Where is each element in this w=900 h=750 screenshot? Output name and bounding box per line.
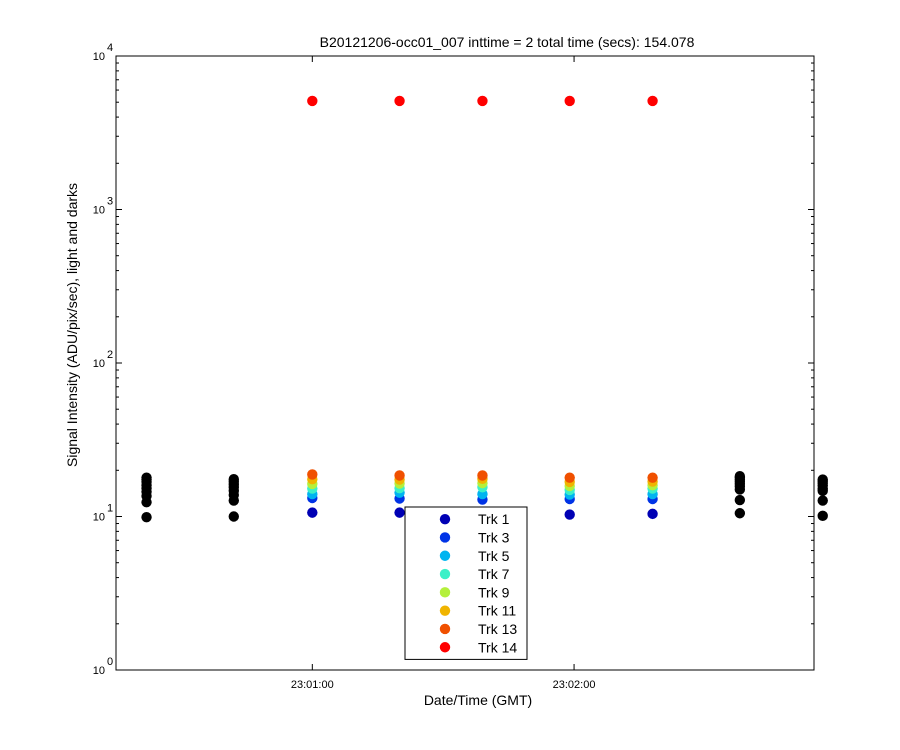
series-point (307, 469, 318, 480)
y-tick-label: 10 (93, 205, 105, 217)
series-point (647, 472, 658, 483)
y-tick-exponent: 2 (107, 349, 113, 361)
legend-marker (439, 623, 451, 635)
dark-point (817, 474, 828, 485)
legend: Trk 1 Trk 3 Trk 5 Trk 7 Trk 9 Trk 11 Trk 13 Trk… (404, 506, 528, 660)
x-tick-label: 23:01:00 (291, 679, 334, 691)
x-axis-label: Date/Time (GMT) (424, 692, 532, 708)
series-point (564, 509, 575, 520)
legend-marker (439, 532, 451, 543)
series-point (394, 470, 405, 481)
y-tick-exponent: 0 (107, 656, 113, 668)
series-point (477, 95, 488, 107)
legend-label: Trk 13 (478, 621, 517, 637)
chart-title: B20121206-occ01_007 inttime = 2 total ti… (320, 34, 695, 50)
dark-point (817, 495, 828, 506)
y-axis-label: Signal Intensity (ADU/pix/sec), light an… (64, 183, 80, 467)
series-point (477, 470, 488, 481)
series-point (394, 507, 405, 518)
legend-label: Trk 3 (478, 529, 510, 545)
series-point (564, 95, 575, 107)
dark-point (734, 471, 746, 482)
y-tick-exponent: 4 (107, 42, 113, 54)
dark-point (734, 494, 746, 506)
legend-label: Trk 14 (478, 639, 517, 655)
dark-point (141, 511, 152, 523)
legend-box (404, 506, 528, 660)
y-tick-exponent: 3 (107, 196, 113, 208)
series-point (647, 508, 658, 520)
dark-point (734, 508, 746, 519)
legend-marker (439, 550, 451, 561)
y-tick-label: 10 (93, 358, 105, 370)
data-points (141, 95, 828, 523)
y-tick-label: 10 (93, 665, 105, 677)
y-tick-label: 10 (93, 51, 105, 63)
legend-marker (439, 605, 451, 616)
legend-label: Trk 1 (478, 511, 510, 527)
series-point (564, 472, 575, 483)
plot-frame (115, 55, 815, 671)
legend-marker (439, 642, 451, 653)
y-tick-exponent: 1 (107, 503, 113, 515)
legend-label: Trk 7 (478, 566, 510, 582)
dark-point (817, 510, 828, 522)
series-point (394, 95, 405, 107)
legend-marker (439, 587, 451, 598)
dark-point (141, 472, 152, 483)
legend-label: Trk 11 (478, 603, 516, 619)
legend-label: Trk 5 (478, 548, 510, 564)
x-tick-label: 23:02:00 (553, 679, 596, 691)
series-point (307, 507, 318, 518)
dark-point (228, 511, 239, 522)
legend-label: Trk 9 (478, 584, 510, 600)
legend-marker (439, 513, 451, 525)
series-point (647, 95, 658, 107)
legend-marker (439, 568, 451, 580)
series-point (307, 95, 318, 107)
y-tick-label: 10 (93, 512, 105, 524)
dark-point (228, 473, 239, 485)
